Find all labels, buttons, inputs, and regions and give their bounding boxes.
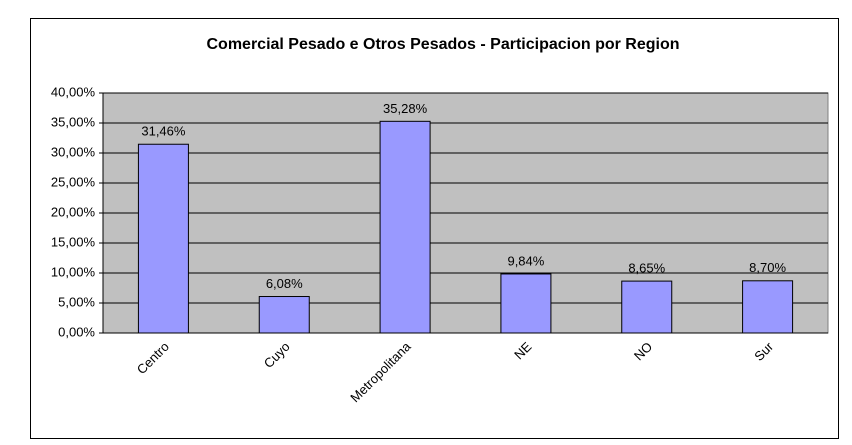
y-tick-label: 0,00% [58,324,95,339]
y-tick-label: 20,00% [51,204,96,219]
y-tick-label: 35,00% [51,114,96,129]
y-tick-label: 10,00% [51,264,96,279]
y-tick-label: 25,00% [51,174,96,189]
y-tick-label: 15,00% [51,234,96,249]
y-tick-label: 5,00% [58,294,95,309]
bar [500,273,552,334]
data-label: 31,46% [141,124,186,139]
y-tick-label: 30,00% [51,144,96,159]
bar [258,296,310,334]
data-label: 9,84% [507,253,544,268]
data-label: 8,65% [628,261,665,276]
bar [621,280,673,334]
bar [379,120,431,334]
chart-title: Comercial Pesado e Otros Pesados - Parti… [206,36,679,53]
data-label: 6,08% [266,276,303,291]
y-tick-label: 40,00% [51,84,96,99]
bar [742,280,794,334]
data-label: 8,70% [749,260,786,275]
data-label: 35,28% [383,101,428,116]
bar [137,143,189,334]
